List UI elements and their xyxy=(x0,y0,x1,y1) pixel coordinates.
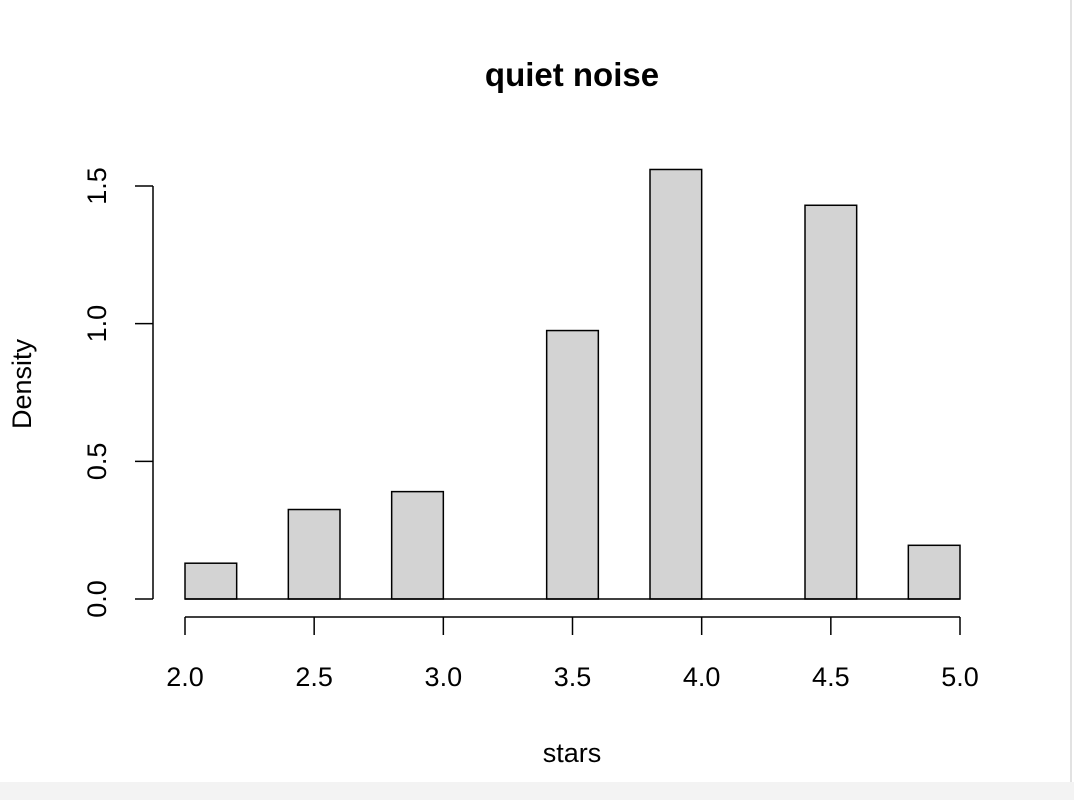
histogram-bar xyxy=(907,544,961,600)
histogram-bar xyxy=(649,168,703,600)
y-tick-label: 1.5 xyxy=(82,167,112,205)
histogram-bar xyxy=(184,562,238,600)
y-axis-label: Density xyxy=(7,338,37,429)
bars-group xyxy=(184,168,961,600)
histogram-bar xyxy=(804,204,858,600)
x-tick-label: 4.5 xyxy=(812,662,850,692)
x-tick-label: 3.5 xyxy=(554,662,592,692)
x-tick-label: 2.5 xyxy=(295,662,333,692)
x-tick-label: 4.0 xyxy=(683,662,721,692)
frame-bottom-strip xyxy=(0,782,1074,800)
y-tick-label: 0.5 xyxy=(82,443,112,481)
x-axis-label: stars xyxy=(543,738,602,768)
histogram-bar xyxy=(287,508,341,600)
histogram-bar xyxy=(545,329,600,600)
y-axis: 0.0 0.5 1.0 1.5 xyxy=(82,167,154,618)
y-tick-label: 1.0 xyxy=(82,305,112,343)
x-axis: 2.0 2.5 3.0 3.5 4.0 4.5 5.0 xyxy=(166,616,979,692)
histogram-bar xyxy=(390,490,445,600)
x-tick-label: 3.0 xyxy=(425,662,463,692)
x-tick-label: 5.0 xyxy=(941,662,979,692)
y-tick-label: 0.0 xyxy=(82,580,112,618)
x-tick-label: 2.0 xyxy=(166,662,204,692)
chart-title: quiet noise xyxy=(485,56,659,93)
